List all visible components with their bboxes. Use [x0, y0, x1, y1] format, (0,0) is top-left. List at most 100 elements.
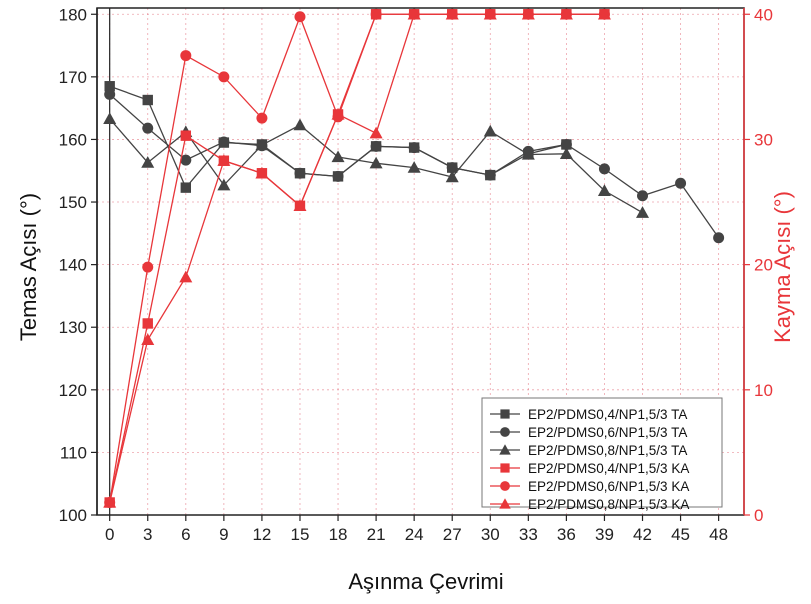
data-point: [331, 150, 345, 163]
data-point: [407, 7, 421, 20]
data-point: [180, 182, 192, 193]
data-point: [294, 167, 306, 179]
legend-entry: EP2/PDMS0,6/NP1,5/3 TA: [490, 425, 687, 440]
x-tick-label: 6: [181, 525, 190, 544]
x-tick-label: 18: [329, 525, 348, 544]
legend-label: EP2/PDMS0,4/NP1,5/3 TA: [528, 407, 687, 422]
y-left-tick-label: 110: [60, 443, 87, 462]
legend-entry: EP2/PDMS0,4/NP1,5/3 KA: [490, 461, 689, 476]
data-point: [370, 140, 382, 152]
y-right-tick-label: 40: [754, 5, 773, 24]
data-point: [218, 136, 230, 148]
data-point: [103, 495, 117, 508]
data-point: [142, 318, 153, 329]
legend-swatch-marker: [500, 409, 510, 419]
legend-label: EP2/PDMS0,6/NP1,5/3 TA: [528, 425, 687, 440]
x-tick-label: 36: [557, 525, 576, 544]
data-point: [637, 190, 649, 202]
y-left-tick-label: 130: [59, 318, 87, 337]
x-tick-label: 30: [481, 525, 500, 544]
legend-entry: EP2/PDMS0,8/NP1,5/3 TA: [490, 443, 687, 458]
y-left-tick-label: 120: [59, 381, 87, 400]
data-point: [217, 178, 231, 191]
y-axis-right-title: Kayma Açısı (°): [770, 191, 795, 343]
series-line: [109, 13, 605, 503]
legend-entry: EP2/PDMS0,4/NP1,5/3 TA: [490, 407, 687, 422]
data-point: [294, 11, 306, 23]
legend-label: EP2/PDMS0,4/NP1,5/3 KA: [528, 461, 689, 476]
x-tick-label: 0: [105, 525, 114, 544]
data-point: [407, 161, 421, 173]
y-left-tick-label: 100: [59, 506, 87, 525]
data-point: [255, 138, 269, 151]
data-point: [675, 177, 687, 189]
x-tick-label: 42: [633, 525, 652, 544]
data-point: [483, 124, 497, 137]
data-point: [483, 7, 497, 20]
x-tick-label: 39: [595, 525, 614, 544]
data-point: [104, 88, 116, 100]
data-point: [332, 170, 344, 182]
legend-swatch-marker: [499, 444, 511, 455]
x-tick-label: 24: [405, 525, 424, 544]
data-point: [142, 94, 153, 106]
y-axis-left-title: Temas Açısı (°): [16, 193, 41, 341]
data-point: [369, 156, 383, 169]
legend-swatch-marker: [499, 498, 511, 509]
data-point: [597, 184, 611, 196]
y-left-tick-label: 160: [59, 130, 87, 149]
legend-entry: EP2/PDMS0,8/NP1,5/3 KA: [490, 497, 689, 512]
x-tick-label: 45: [671, 525, 690, 544]
data-point: [370, 8, 382, 20]
data-point: [256, 112, 268, 124]
series-6: [103, 7, 611, 508]
y-left-tick-label: 170: [59, 68, 87, 87]
data-point: [598, 163, 610, 175]
data-point: [104, 81, 115, 92]
data-point: [597, 7, 611, 20]
legend-box: [481, 397, 723, 508]
legend-label: EP2/PDMS0,6/NP1,5/3 KA: [528, 479, 689, 494]
legend-swatch-marker: [500, 463, 510, 473]
data-point: [141, 333, 155, 345]
y-right-tick-label: 30: [754, 130, 773, 149]
data-point: [141, 156, 155, 168]
data-point: [255, 166, 269, 179]
x-tick-label: 9: [219, 525, 228, 544]
data-point: [636, 206, 650, 218]
data-point: [103, 112, 117, 124]
x-tick-label: 27: [443, 525, 462, 544]
legend-entry: EP2/PDMS0,6/NP1,5/3 KA: [490, 479, 689, 494]
y-right-tick-label: 10: [754, 381, 773, 400]
data-point: [559, 147, 573, 160]
y-left-tick-label: 150: [59, 193, 87, 212]
legend-label: EP2/PDMS0,8/NP1,5/3 KA: [528, 497, 689, 512]
y-left-tick-label: 180: [59, 5, 87, 24]
data-point: [521, 7, 535, 20]
data-point: [445, 170, 459, 183]
data-point: [446, 162, 458, 174]
data-point: [559, 7, 573, 20]
x-tick-label: 48: [709, 525, 728, 544]
data-point: [331, 107, 345, 120]
data-point: [445, 7, 459, 20]
data-point: [142, 122, 154, 134]
data-point: [218, 71, 230, 83]
data-point: [179, 270, 193, 283]
legend-swatch-marker: [500, 481, 510, 491]
data-point: [521, 147, 535, 160]
data-point: [293, 118, 307, 131]
x-axis-title: Aşınma Çevrimi: [348, 569, 503, 594]
y-right-tick-label: 20: [754, 256, 773, 275]
data-point: [180, 50, 192, 62]
data-point: [713, 232, 725, 244]
x-tick-label: 15: [291, 525, 310, 544]
y-left-tick-label: 140: [59, 256, 87, 275]
data-point: [217, 154, 231, 166]
data-point: [180, 154, 192, 166]
x-tick-label: 21: [367, 525, 386, 544]
series-2: [104, 88, 725, 244]
x-tick-label: 12: [252, 525, 271, 544]
